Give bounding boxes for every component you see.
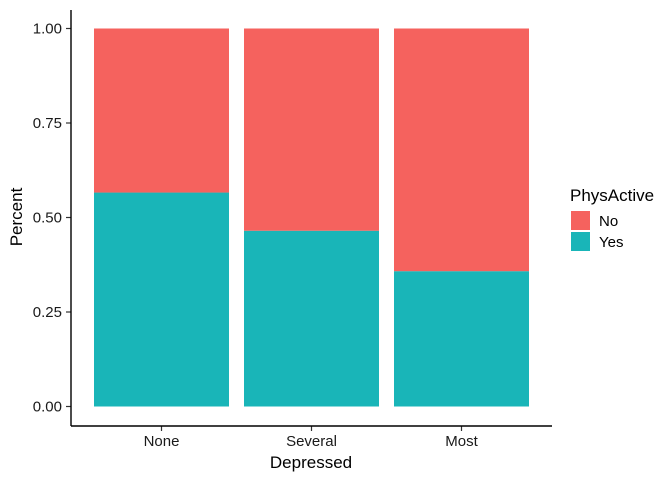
- bar-several-yes: [244, 230, 379, 407]
- legend-title: PhysActive: [570, 186, 654, 205]
- x-tick-label-most: Most: [445, 433, 478, 450]
- bar-several-no: [244, 28, 379, 231]
- x-axis-title: Depressed: [270, 453, 352, 472]
- legend-label-no: No: [599, 213, 618, 230]
- legend-key-yes: [571, 232, 590, 251]
- legend: PhysActive No Yes: [570, 186, 654, 251]
- y-axis-ticks: 0.00 0.25 0.50 0.75 1.00: [33, 21, 71, 416]
- y-tick-label: 0.25: [33, 304, 62, 321]
- y-tick-label: 1.00: [33, 21, 62, 38]
- bars-group: [94, 28, 529, 407]
- y-tick-label: 0.75: [33, 115, 62, 132]
- legend-label-yes: Yes: [599, 234, 623, 251]
- bar-most-yes: [394, 271, 529, 407]
- bar-none-yes: [94, 192, 229, 407]
- bar-none-no: [94, 28, 229, 193]
- y-tick-label: 0.00: [33, 399, 62, 416]
- bar-most-no: [394, 28, 529, 272]
- x-tick-label-none: None: [144, 433, 180, 450]
- x-tick-label-several: Several: [286, 433, 337, 450]
- x-axis-ticks: None Several Most: [144, 426, 479, 450]
- y-tick-label: 0.50: [33, 210, 62, 227]
- y-axis-title: Percent: [7, 187, 26, 246]
- legend-key-no: [571, 211, 590, 230]
